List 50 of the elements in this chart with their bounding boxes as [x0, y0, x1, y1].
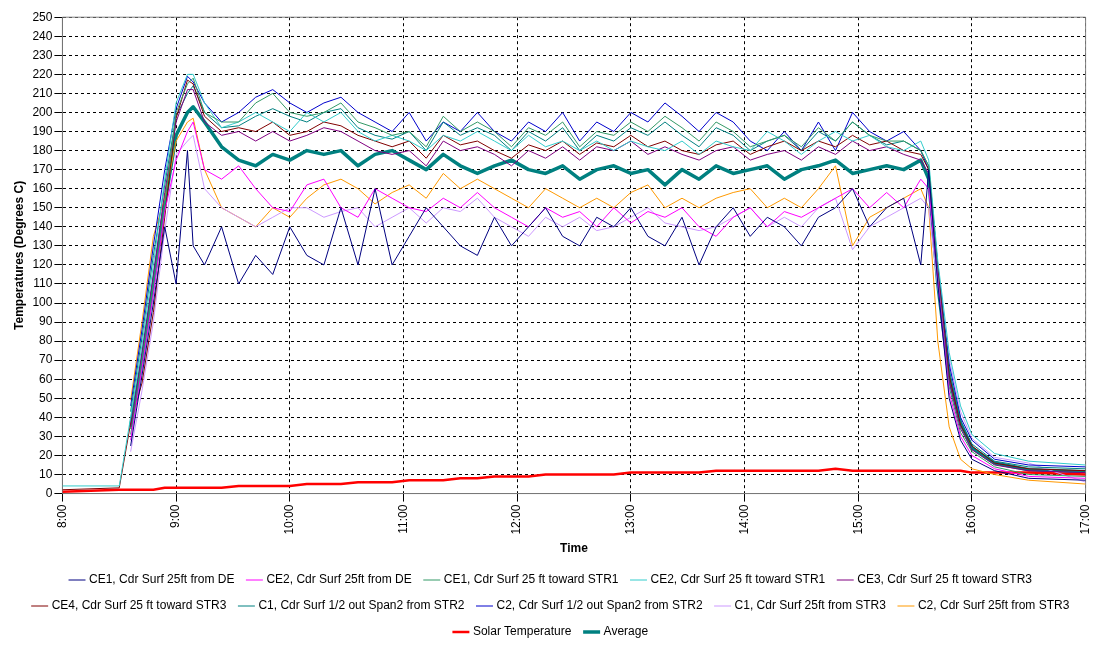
- legend-label: CE1, Cdr Surf 25ft from DE: [89, 572, 235, 587]
- y-tick-label: 10: [39, 466, 53, 481]
- y-tick-label: 160: [32, 181, 53, 196]
- y-tick-label: 120: [32, 257, 53, 272]
- y-tick-label: 170: [32, 161, 53, 176]
- x-tick-label: 14:00: [736, 504, 751, 535]
- y-tick-label: 100: [32, 295, 53, 310]
- y-tick-label: 240: [32, 28, 53, 43]
- y-tick-label: 80: [39, 333, 53, 348]
- y-tick-label: 190: [32, 123, 53, 138]
- y-tick-label: 20: [39, 447, 53, 462]
- y-axis-title: Temperatures (Degrees C): [11, 180, 26, 330]
- x-tick-label: 8:00: [54, 504, 69, 528]
- y-tick-label: 250: [32, 9, 53, 24]
- legend-label: CE3, Cdr Surf 25 ft toward STR3: [857, 572, 1033, 587]
- x-tick-label: 9:00: [168, 504, 183, 528]
- legend-label: C1, Cdr Surf 1/2 out Span2 from STR2: [258, 598, 465, 613]
- y-tick-label: 0: [45, 485, 53, 500]
- y-tick-label: 200: [32, 104, 53, 119]
- legend-label: C2, Cdr Surf 25ft from STR3: [917, 598, 1070, 613]
- y-tick-label: 140: [32, 219, 53, 234]
- x-axis-title: Time: [560, 541, 589, 556]
- x-tick-label: 16:00: [964, 504, 979, 535]
- legend-label: CE2, Cdr Surf 25 ft toward STR1: [650, 572, 826, 587]
- legend-label: Average: [603, 624, 649, 639]
- x-tick-label: 13:00: [623, 504, 638, 535]
- y-tick-label: 150: [32, 200, 53, 215]
- legend-label: Solar Temperature: [472, 624, 572, 639]
- x-tick-label: 17:00: [1077, 504, 1092, 535]
- y-tick-label: 70: [39, 352, 53, 367]
- x-tick-label: 11:00: [395, 504, 410, 534]
- y-tick-label: 40: [39, 409, 53, 424]
- y-tick-label: 180: [32, 142, 53, 157]
- legend-label: CE1, Cdr Surf 25 ft toward STR1: [443, 572, 619, 587]
- y-tick-label: 60: [39, 371, 53, 386]
- legend-label: C1, Cdr Surf 25ft from STR3: [734, 598, 887, 613]
- x-tick-label: 10:00: [282, 504, 297, 535]
- legend-label: CE4, Cdr Surf 25 ft toward STR3: [51, 598, 227, 613]
- legend-label: C2, Cdr Surf 1/2 out Span2 from STR2: [496, 598, 703, 613]
- y-tick-label: 220: [32, 66, 53, 81]
- y-tick-label: 50: [39, 390, 53, 405]
- x-tick-label: 15:00: [850, 504, 865, 535]
- legend-label: CE2, Cdr Surf 25ft from DE: [266, 572, 412, 587]
- x-tick-label: 12:00: [509, 504, 524, 535]
- y-tick-label: 130: [32, 238, 53, 253]
- y-tick-label: 110: [33, 276, 53, 291]
- y-tick-label: 90: [39, 314, 53, 329]
- y-tick-label: 210: [32, 85, 53, 100]
- y-tick-label: 230: [32, 47, 53, 62]
- y-tick-label: 30: [39, 428, 53, 443]
